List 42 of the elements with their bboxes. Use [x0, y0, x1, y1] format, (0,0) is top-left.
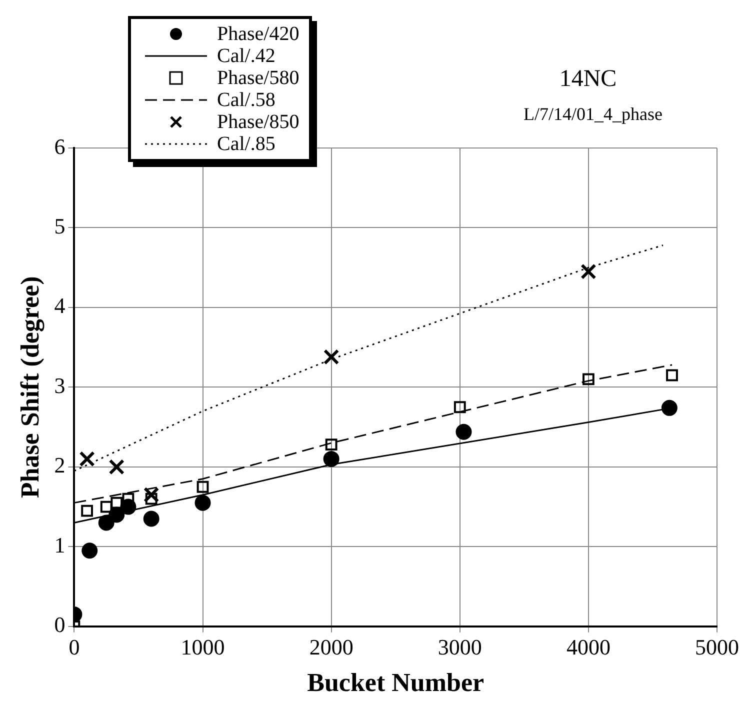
legend-label: Phase/420	[217, 23, 300, 45]
legend-label: Cal/.42	[217, 45, 276, 67]
chart-title: 14NC	[558, 66, 618, 93]
point	[582, 373, 594, 386]
x-axis-title: Bucket Number	[307, 668, 484, 698]
legend-label: Cal/.58	[217, 89, 276, 111]
y-tick-label: 3	[54, 372, 66, 398]
point	[666, 369, 678, 382]
point	[194, 494, 211, 511]
x-tick-label: 1000	[180, 634, 225, 660]
y-tick-label: 6	[54, 134, 66, 159]
y-tick-label: 5	[54, 214, 66, 239]
legend-label: Cal/.85	[217, 133, 276, 155]
point	[110, 496, 123, 509]
chart-subtitle: L/7/14/01_4_phase	[522, 104, 664, 125]
point	[454, 401, 466, 414]
point	[143, 486, 160, 503]
point	[79, 451, 95, 467]
y-tick-label: 4	[54, 293, 66, 318]
x-tick-label: 4000	[566, 634, 610, 660]
point	[661, 400, 678, 416]
y-axis-title: Phase Shift (degree)	[15, 276, 44, 498]
point	[143, 510, 160, 527]
y-tick-label: 1	[54, 532, 66, 558]
x-tick-label: 2000	[309, 634, 354, 660]
point	[82, 542, 98, 559]
legend-label: Phase/850	[217, 111, 300, 133]
point	[81, 504, 94, 517]
point	[196, 480, 209, 493]
y-tick-label: 0	[54, 612, 66, 638]
point	[325, 438, 338, 451]
point	[323, 450, 340, 467]
point	[580, 264, 596, 280]
point	[108, 459, 124, 475]
x-tick-label: 5000	[695, 634, 739, 660]
point	[145, 492, 158, 505]
x-tick-label: 3000	[438, 634, 482, 660]
y-tick-label: 2	[54, 452, 66, 478]
point	[323, 349, 340, 365]
legend-label: Phase/580	[217, 67, 300, 89]
point	[100, 500, 112, 513]
point	[456, 424, 472, 440]
